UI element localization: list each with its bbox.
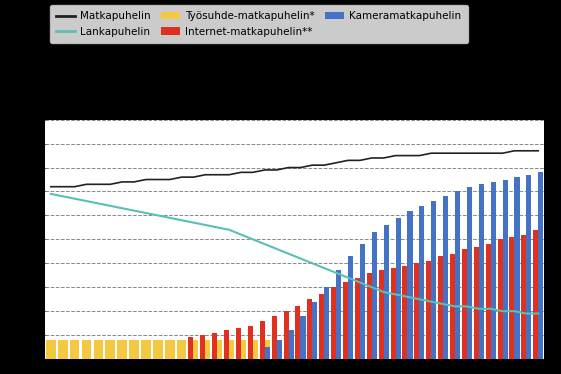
Bar [188, 337, 194, 359]
Bar [70, 340, 80, 359]
Bar [462, 340, 472, 359]
Bar [407, 211, 412, 359]
Bar [129, 340, 139, 359]
Bar [272, 340, 282, 359]
Bar [141, 340, 151, 359]
Bar [307, 299, 312, 359]
Bar [236, 340, 246, 359]
Bar [312, 301, 318, 359]
Bar [260, 321, 265, 359]
Bar [522, 340, 531, 359]
Bar [336, 270, 341, 359]
Bar [514, 177, 519, 359]
Bar [212, 333, 217, 359]
Bar [348, 256, 353, 359]
Bar [301, 316, 306, 359]
Bar [509, 340, 519, 359]
Bar [473, 246, 479, 359]
Bar [188, 340, 198, 359]
Bar [324, 287, 329, 359]
Bar [46, 340, 56, 359]
Bar [426, 261, 431, 359]
Bar [402, 266, 407, 359]
Legend: Matkapuhelin, Lankapuhelin, Työsuhde­matkapuhelin*, Internet-matkapuhelin**, Kam: Matkapuhelin, Lankapuhelin, Työsuhde­mat… [50, 5, 468, 43]
Bar [503, 180, 508, 359]
Bar [438, 340, 448, 359]
Bar [224, 330, 229, 359]
Bar [403, 340, 412, 359]
Bar [296, 306, 301, 359]
Bar [367, 273, 372, 359]
Bar [277, 340, 282, 359]
Bar [343, 282, 348, 359]
Bar [307, 340, 317, 359]
Bar [415, 340, 424, 359]
Bar [82, 340, 91, 359]
Bar [438, 256, 443, 359]
Bar [390, 268, 396, 359]
Bar [236, 328, 241, 359]
Bar [248, 325, 253, 359]
Bar [319, 340, 329, 359]
Bar [521, 234, 526, 359]
Bar [153, 340, 163, 359]
Bar [360, 244, 365, 359]
Bar [332, 340, 341, 359]
Bar [419, 206, 425, 359]
Bar [355, 278, 360, 359]
Bar [296, 340, 305, 359]
Bar [534, 340, 543, 359]
Bar [224, 340, 234, 359]
Bar [431, 201, 436, 359]
Bar [467, 187, 472, 359]
Bar [486, 340, 495, 359]
Bar [443, 196, 448, 359]
Bar [479, 184, 484, 359]
Bar [272, 316, 277, 359]
Bar [213, 340, 222, 359]
Bar [94, 340, 103, 359]
Bar [509, 237, 514, 359]
Bar [248, 340, 257, 359]
Bar [426, 340, 436, 359]
Bar [450, 340, 460, 359]
Bar [165, 340, 174, 359]
Bar [379, 340, 388, 359]
Bar [288, 330, 293, 359]
Bar [526, 175, 531, 359]
Bar [396, 218, 401, 359]
Bar [177, 340, 186, 359]
Bar [498, 239, 503, 359]
Bar [283, 311, 288, 359]
Bar [462, 249, 467, 359]
Bar [343, 340, 353, 359]
Bar [486, 244, 491, 359]
Bar [491, 182, 496, 359]
Bar [117, 340, 127, 359]
Bar [367, 340, 376, 359]
Bar [379, 270, 384, 359]
Bar [284, 340, 293, 359]
Bar [372, 232, 377, 359]
Bar [105, 340, 115, 359]
Bar [319, 294, 324, 359]
Bar [498, 340, 507, 359]
Bar [200, 335, 205, 359]
Bar [384, 225, 389, 359]
Bar [414, 263, 420, 359]
Bar [265, 347, 270, 359]
Bar [58, 340, 67, 359]
Bar [450, 254, 455, 359]
Bar [355, 340, 365, 359]
Bar [391, 340, 401, 359]
Bar [538, 172, 543, 359]
Bar [260, 340, 270, 359]
Bar [474, 340, 484, 359]
Bar [455, 191, 460, 359]
Bar [533, 230, 538, 359]
Bar [201, 340, 210, 359]
Bar [331, 287, 336, 359]
